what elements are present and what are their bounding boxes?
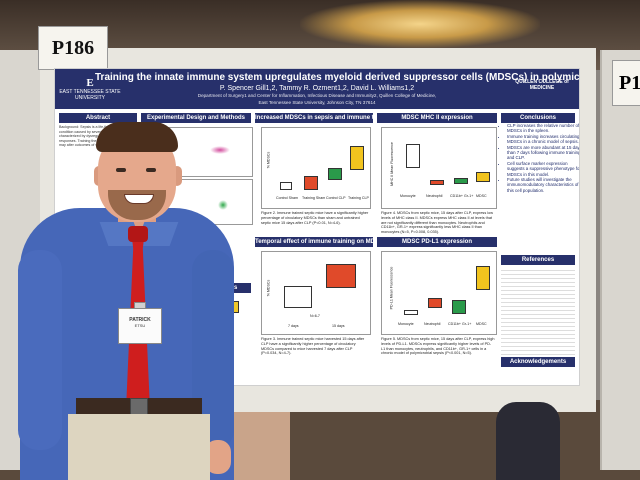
figure-2-chart: % MDSCs Control Sham Training Sham Contr…: [261, 127, 371, 209]
poster-affiliation-2: East Tennessee State University, Johnson…: [258, 100, 376, 105]
mhc-heading: MDSC MHC II expression: [377, 113, 497, 123]
fig4-tick-label: Monocyte: [400, 194, 416, 198]
figure-2-caption: Figure 2. Immune trained septic mice hav…: [261, 211, 369, 225]
badge-name: PATRICK: [129, 317, 151, 323]
fig5-box-cd11b: [452, 300, 466, 314]
bystander: [496, 402, 560, 480]
conclusion-item: Immune training increases circulating MD…: [507, 134, 579, 145]
chandelier: [300, 0, 540, 48]
flow-plot-2: [165, 179, 253, 225]
quillen-logo: QUILLEN COLLEGE of MEDICINE: [515, 79, 569, 91]
khaki-pants: [68, 414, 210, 480]
fig4-box-monocyte: [406, 144, 420, 168]
bystander-leg: [230, 412, 290, 480]
fig4-box-neutrophil: [430, 180, 444, 185]
fig5-box-neutrophil: [428, 298, 442, 308]
name-badge: PATRICK ETSU: [118, 308, 162, 344]
fig4-tick-label: CD11b+ Gr-1+: [450, 194, 474, 198]
presenter-eye: [116, 168, 126, 172]
etsu-logo: E EAST TENNESSEE STATE UNIVERSITY: [59, 77, 121, 101]
fig2-box-control-clp: [328, 168, 342, 180]
etsu-logo-text: EAST TENNESSEE STATE UNIVERSITY: [59, 89, 121, 101]
conclusions-list: CLP increases the relative number of MDS…: [499, 123, 579, 193]
fig5-tick-label: MDSC: [476, 322, 487, 326]
fig3-ylabel: % MDSCs: [266, 279, 271, 297]
fig2-tick-label: Control Sham: [276, 196, 298, 200]
fig3-tick-label: 15 days: [332, 324, 345, 328]
references-text: [501, 267, 575, 355]
fig2-box-training-clp: [350, 146, 364, 170]
poster-board-right: [600, 50, 640, 470]
references-heading: References: [501, 255, 575, 265]
badge-affiliation: ETSU: [134, 323, 146, 328]
poster-header: E EAST TENNESSEE STATE UNIVERSITY Trainin…: [55, 69, 579, 109]
acknowledgements-heading: Acknowledgements: [501, 357, 575, 367]
tie-knot: [128, 226, 148, 242]
temporal-heading: Temporal effect of immune training on MD…: [255, 237, 373, 247]
fig5-tick-label: CD11b+ Gr-1+: [448, 322, 472, 326]
figure-4-chart: MHC II Mean Fluorescence Monocyte Neutro…: [381, 127, 497, 209]
fig2-tick-label: Control CLP: [326, 196, 346, 200]
fig4-box-cd11b: [454, 178, 468, 184]
fig3-box-15-days: [326, 264, 356, 288]
fig2-tick-label: Training CLP: [348, 196, 369, 200]
conclusion-item: Cell surface marker expression suggests …: [507, 161, 579, 177]
conclusion-item: MDSCs are more abundant at 15 days than …: [507, 145, 579, 161]
presenter-hair: [96, 122, 178, 152]
fig2-box-training-sham: [304, 176, 318, 190]
poster-authors: P. Spencer Gill1,2, Tammy R. Ozment1,2, …: [219, 85, 415, 92]
board-number-left: P186: [38, 26, 108, 70]
board-number-right: P1: [612, 60, 640, 106]
poster-title: Training the innate immune system upregu…: [95, 72, 580, 83]
fig4-box-mdsc: [476, 172, 490, 182]
presenter-ear: [172, 166, 182, 186]
fig2-box-control-sham: [280, 182, 292, 190]
fig3-box-7-days: [284, 286, 312, 308]
figure-3-caption: Figure 3. Immune trained septic mice har…: [261, 337, 365, 356]
poster-affiliation: Department of Surgery1 and Center for In…: [197, 93, 437, 98]
fig2-tick-label: Training Sham: [302, 196, 326, 200]
figure-3-chart: % MDSCs N=6-7 7 days 15 days: [261, 251, 371, 335]
fig5-ylabel: PD-L1 Mean Fluorescence: [389, 266, 394, 310]
design-heading: Experimental Design and Methods: [141, 113, 251, 123]
fig3-tick-label: 7 days: [288, 324, 299, 328]
conclusion-item: CLP increases the relative number of MDS…: [507, 123, 579, 134]
immune-training-heading: Increased MDSCs in sepsis and immune tra…: [255, 113, 373, 123]
fig5-box-monocyte: [404, 310, 418, 315]
figure-5-caption: Figure 5. MDSCs from septic mice, 15 day…: [381, 337, 495, 356]
fig5-tick-label: Neutrophil: [424, 322, 441, 326]
presenter-left-arm: [18, 250, 62, 450]
fig5-tick-label: Monocyte: [398, 322, 414, 326]
conclusion-item: Future studies will investigate the immu…: [507, 177, 579, 193]
presenter-eye: [146, 168, 156, 172]
fig4-tick-label: MDSC: [476, 194, 487, 198]
figure-4-caption: Figure 4. MDSCs from septic mice, 15 day…: [381, 211, 493, 235]
figure-5-chart: PD-L1 Mean Fluorescence Monocyte Neutrop…: [381, 251, 497, 335]
abstract-heading: Abstract: [59, 113, 137, 123]
fig5-box-mdsc: [476, 266, 490, 290]
fig3-annotation: N=6-7: [310, 314, 320, 318]
fig2-ylabel: % MDSCs: [266, 151, 271, 169]
fig4-tick-label: Neutrophil: [426, 194, 443, 198]
pdl1-heading: MDSC PD-L1 expression: [377, 237, 497, 247]
fig4-ylabel: MHC II Mean Fluorescence: [389, 142, 394, 186]
conclusions-heading: Conclusions: [501, 113, 575, 123]
